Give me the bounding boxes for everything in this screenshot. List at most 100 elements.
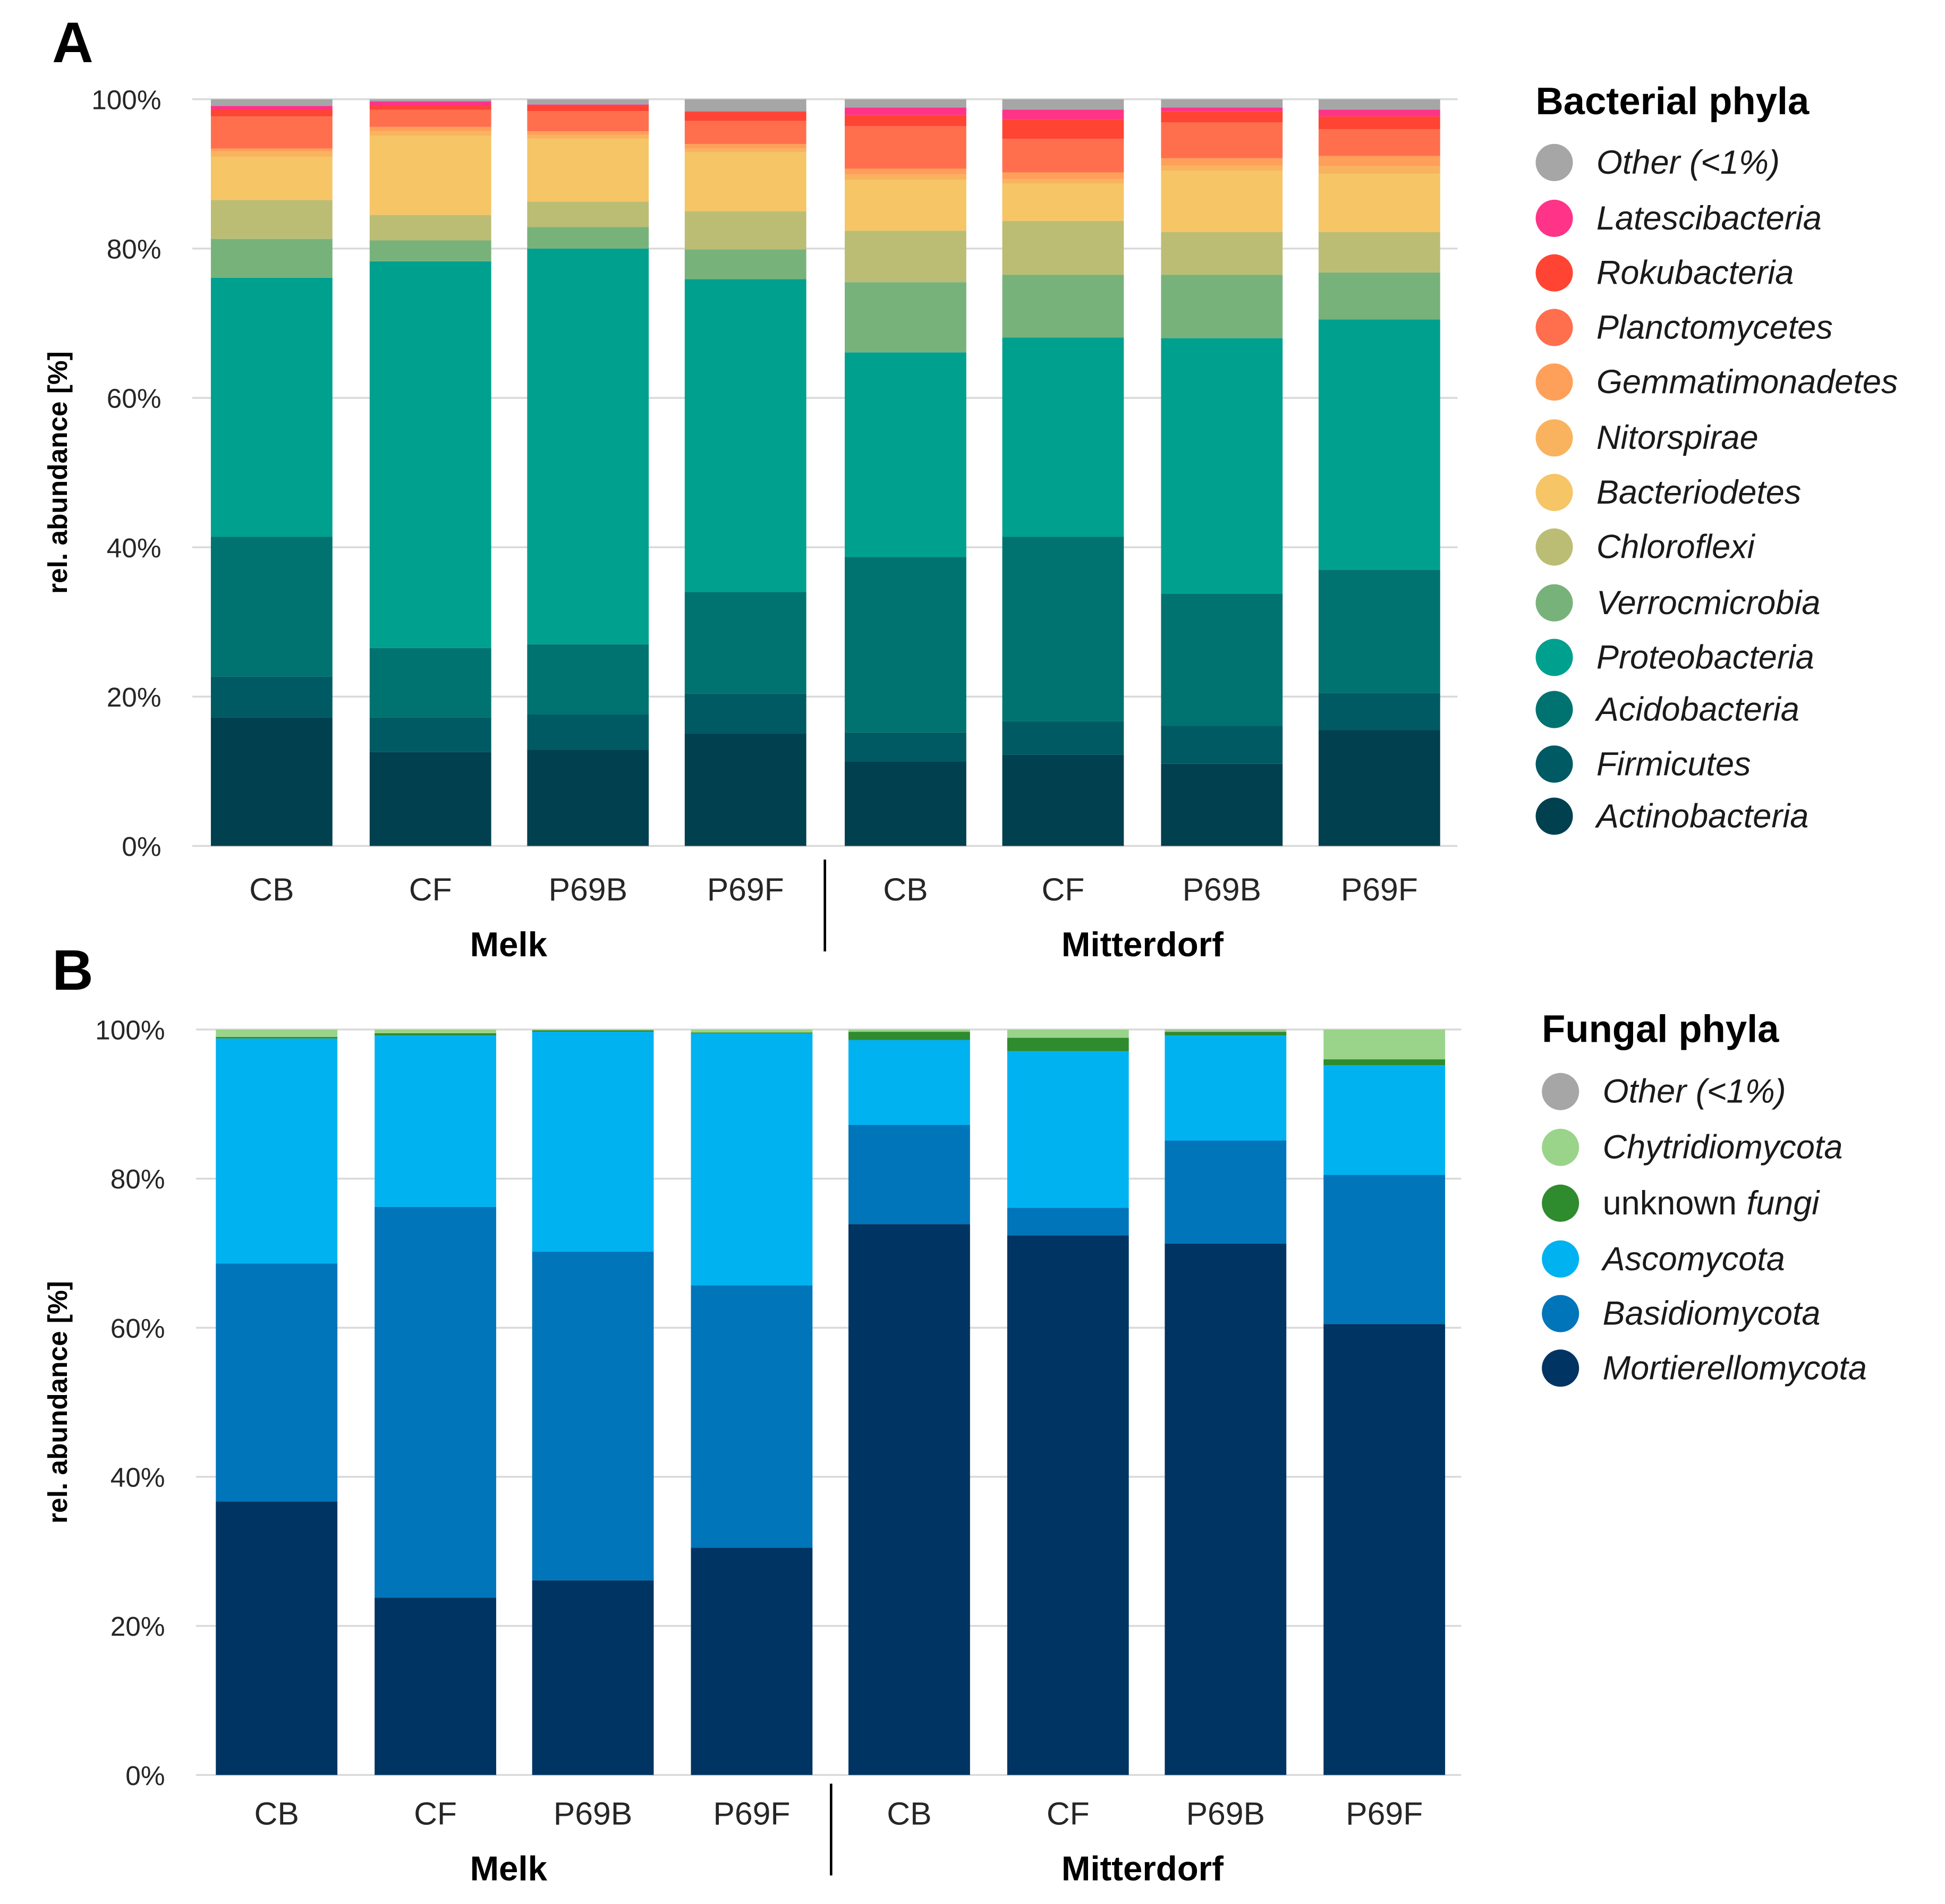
bar-segment-firmicutes — [845, 732, 966, 762]
bar-stack — [845, 99, 966, 846]
bar-segment-verrocmicrobia — [369, 240, 491, 261]
legend-label: Proteobacteria — [1596, 639, 1814, 676]
y-tick-label: 20% — [111, 1611, 165, 1642]
legend-swatch — [1535, 584, 1573, 622]
bar-segment-basidiomycota — [1165, 1141, 1287, 1244]
bar-segment-chytridiomycota — [1323, 1029, 1446, 1060]
bar-segment-firmicutes — [1318, 693, 1440, 730]
legend-label: Gemmatimonadetes — [1596, 363, 1898, 401]
bar-segment-rokubacteria — [369, 106, 491, 110]
bar-segment-proteobacteria — [1161, 338, 1283, 594]
bar-segment-bacteriodetes — [684, 152, 806, 211]
x-tick-label: P69F — [707, 871, 784, 907]
bar-segment-gemmatimonadetes — [210, 148, 333, 152]
group-label: Mitterdorf — [1061, 925, 1224, 964]
legend-swatch — [1535, 473, 1573, 511]
legend-label: Chloroflexi — [1596, 529, 1756, 566]
bar-stack — [1165, 1029, 1287, 1775]
bar-segment-actinobacteria — [369, 752, 491, 846]
legend-label: Other (<1%) — [1603, 1073, 1786, 1110]
bar-segment-latescibacteria — [210, 106, 333, 110]
bar-segment-verrocmicrobia — [1161, 275, 1283, 338]
bar-segment-ascomycota — [532, 1032, 654, 1252]
legend-item: Nitorspirae — [1535, 419, 1759, 457]
legend-label: Verrocmicrobia — [1596, 584, 1820, 622]
bar-segment-mortierellomycota — [691, 1548, 813, 1775]
bar-segment-mortierellomycota — [216, 1501, 338, 1775]
bar-segment-mortierellomycota — [1323, 1324, 1446, 1775]
x-tick-label: P69B — [548, 871, 627, 907]
bar-segment-latescibacteria — [1161, 107, 1283, 112]
panel-label: B — [52, 938, 94, 1002]
bar-segment-rokubacteria — [1318, 116, 1440, 130]
bar-segment-nitorspirae — [1002, 179, 1124, 184]
legend-label: Rokubacteria — [1596, 254, 1794, 292]
bar-segment-verrocmicrobia — [527, 227, 649, 249]
bar-segment-verrocmicrobia — [1002, 275, 1124, 338]
bar-stack — [375, 1029, 496, 1775]
bar-segment-gemmatimonadetes — [1161, 158, 1283, 166]
x-tick-label: CB — [887, 1796, 931, 1832]
bar-segment-verrocmicrobia — [845, 282, 966, 353]
legend-swatch — [1535, 363, 1573, 401]
bar-segment-acidobacteria — [210, 537, 333, 677]
legend-label-plain: unknown — [1603, 1185, 1737, 1222]
bar-segment-latescibacteria — [369, 101, 491, 106]
legend-item: Bacteriodetes — [1535, 473, 1801, 511]
x-tick-label: CF — [409, 871, 452, 907]
bar-segment-ascomycota — [848, 1040, 970, 1125]
bar-stack — [1318, 99, 1440, 846]
legend-item: Proteobacteria — [1535, 639, 1814, 676]
x-tick-label: P69F — [1346, 1796, 1423, 1832]
bar-segment-proteobacteria — [1318, 319, 1440, 570]
legend-item: unknown fungi — [1542, 1184, 1820, 1222]
legend-label: Chytridiomycota — [1603, 1129, 1843, 1166]
legend-item: Firmicutes — [1535, 745, 1751, 783]
bar-segment-basidiomycota — [216, 1263, 338, 1502]
bar-segment-mortierellomycota — [848, 1224, 970, 1775]
y-tick-label: 80% — [107, 234, 162, 265]
bar-segment-latescibacteria — [1002, 109, 1124, 120]
legend-label: Latescibacteria — [1596, 200, 1822, 237]
legend-label: Bacteriodetes — [1596, 474, 1801, 511]
bar-segment-nitorspirae — [1161, 165, 1283, 171]
y-axis-title: rel. abundance [%] — [43, 1281, 73, 1524]
y-tick-label: 20% — [107, 682, 162, 712]
bar-segment-chloroflexi — [210, 200, 333, 239]
bar-segment-proteobacteria — [210, 277, 333, 537]
bar-segment-planctomycetes — [1002, 139, 1124, 173]
legend-label: Ascomycota — [1601, 1240, 1785, 1278]
x-tick-label: CB — [883, 871, 928, 907]
legend-swatch — [1535, 419, 1573, 457]
bar-segment-planctomycetes — [369, 109, 491, 127]
legend-title: Bacterial phyla — [1536, 80, 1810, 123]
bar-segment-firmicutes — [210, 676, 333, 718]
y-tick-label: 60% — [107, 384, 162, 414]
bar-segment-mortierellomycota — [375, 1597, 496, 1775]
bar-stack — [1002, 99, 1124, 846]
y-tick-label: 40% — [107, 533, 162, 563]
bar-segment-other-1 — [845, 99, 966, 108]
bar-segment-gemmatimonadetes — [845, 168, 966, 175]
bar-segment-chytridiomycota — [1007, 1029, 1129, 1038]
y-tick-label: 80% — [111, 1164, 165, 1194]
legend-swatch — [1542, 1349, 1579, 1387]
bar-stack — [210, 99, 333, 846]
y-tick-label: 0% — [122, 831, 161, 862]
bar-segment-planctomycetes — [845, 126, 966, 169]
legend-item: Actinobacteria — [1535, 797, 1808, 835]
legend: Fungal phyla Other (<1%) Chytridiomycota un… — [1542, 1007, 1867, 1387]
bar-segment-actinobacteria — [1161, 763, 1283, 846]
legend-swatch — [1535, 797, 1573, 835]
bar-segment-planctomycetes — [684, 121, 806, 144]
x-tick-label: CF — [414, 1796, 457, 1832]
bar-segment-actinobacteria — [210, 717, 333, 846]
bar-segment-nitorspirae — [1318, 166, 1440, 174]
bar-stack — [684, 99, 806, 846]
bar-segment-chytridiomycota — [1165, 1030, 1287, 1032]
bar-segment-bacteriodetes — [1002, 183, 1124, 221]
legend-swatch — [1535, 745, 1573, 783]
y-axis-title: rel. abundance [%] — [43, 351, 73, 594]
legend-label: Firmicutes — [1596, 745, 1751, 783]
